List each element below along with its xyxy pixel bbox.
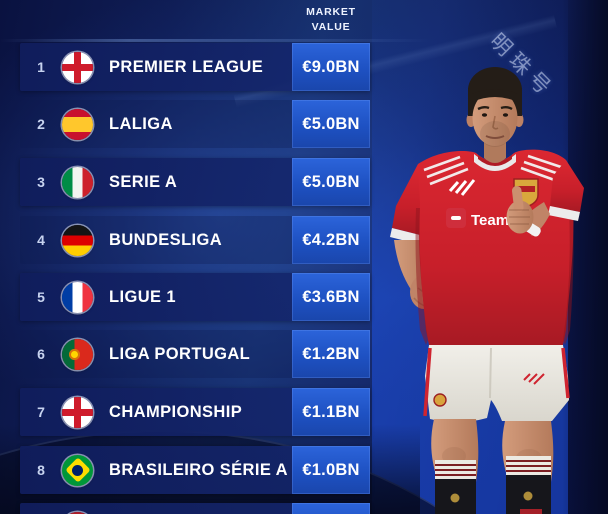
league-name: PREMIER LEAGUE [109,57,264,76]
germany-flag-icon [62,224,93,256]
market-value: €3.6BN [292,273,370,321]
brazil-flag-icon [62,454,93,486]
market-value [292,503,370,514]
rank-number: 8 [37,462,45,478]
rank-number: 6 [37,346,45,362]
player-socks [435,456,551,514]
shorts-crest-icon [433,393,447,407]
market-value: €1.2BN [292,330,370,378]
market-value: €1.0BN [292,446,370,494]
england-flag-icon [62,51,93,83]
background-horizon-line [0,39,430,42]
league-name: LIGA PORTUGAL [109,344,251,363]
market-value: €5.0BN [292,158,370,206]
player-shorts [423,345,570,423]
header-line-1: MARKET [306,6,356,18]
league-name: CHAMPIONSHIP [109,402,243,421]
market-value: €1.1BN [292,388,370,436]
league-row-6: 6 LIGA PORTUGAL €1.2BN [20,330,370,378]
player-jersey: TeamVie [415,149,574,345]
rank-number: 2 [37,116,45,132]
shorts-adidas-icon [523,373,545,385]
league-row-7: 7 CHAMPIONSHIP €1.1BN [20,388,370,436]
footballer-photo: TeamVie [390,67,584,514]
market-value-column-header: MARKET VALUE [290,5,372,34]
league-name: LALIGA [109,114,173,133]
player-legs [431,419,554,514]
league-row-1: 1 PREMIER LEAGUE €9.0BN [20,43,370,91]
player-head [466,67,524,163]
league-row-2: 2 LALIGA €5.0BN [20,100,370,148]
rank-number: 3 [37,174,45,190]
adidas-logo [448,179,476,196]
portugal-flag-icon [62,338,93,370]
market-value: €9.0BN [292,43,370,91]
rank-number: 4 [37,232,45,248]
spain-flag-icon [62,108,93,140]
italy-flag-icon [62,166,93,198]
market-value: €4.2BN [292,216,370,264]
league-name: BRASILEIRO SÉRIE A [109,460,288,479]
header-line-2: VALUE [311,20,351,33]
league-name: BUNDESLIGA [109,230,223,249]
league-row-4: 4 BUNDESLIGA €4.2BN [20,216,370,264]
league-row-3: 3 SERIE A €5.0BN [20,158,370,206]
france-flag-icon [62,281,93,313]
league-row-8: 8 BRASILEIRO SÉRIE A €1.0BN [20,446,370,494]
rank-number: 1 [37,59,45,75]
league-row-9-partial [20,503,370,514]
rank-number: 5 [37,289,45,305]
league-name: SERIE A [109,172,178,191]
netherlands-flag-icon [62,511,93,514]
england-flag-icon [62,396,93,428]
player-thumbs-up-hand [506,160,584,237]
league-row-5: 5 LIGUE 1 €3.6BN [20,273,370,321]
market-value: €5.0BN [292,100,370,148]
league-name: LIGUE 1 [109,287,176,306]
rank-number: 7 [37,404,45,420]
